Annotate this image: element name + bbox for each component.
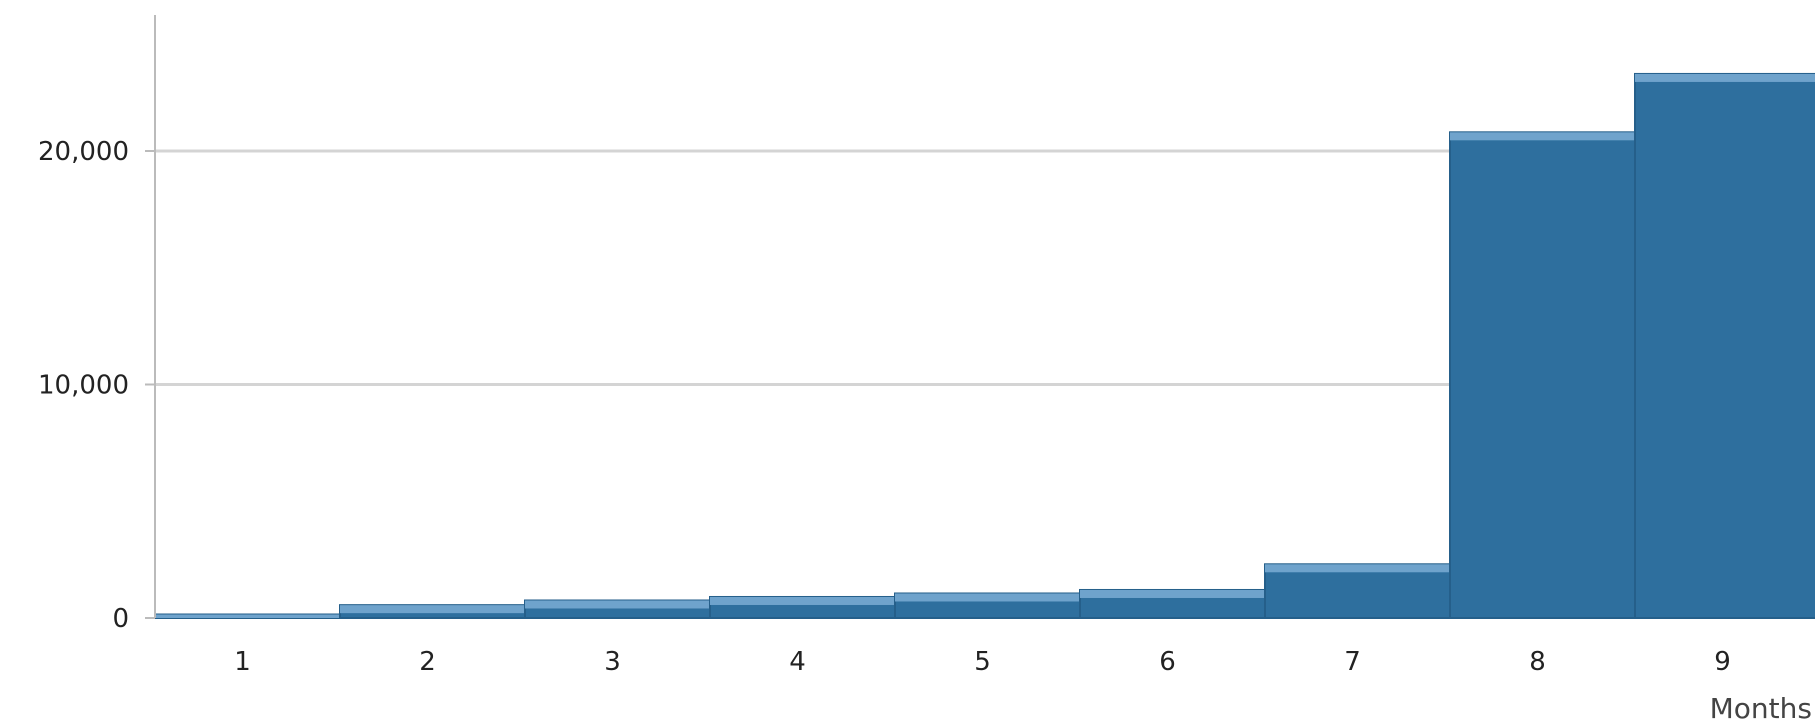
y-tick-label: 10,000 [38, 371, 129, 401]
bar-cap [1080, 589, 1265, 598]
x-tick-label: 3 [604, 647, 621, 677]
bar [709, 595, 896, 619]
x-tick-label: 9 [1714, 647, 1731, 677]
y-tick-label: 20,000 [38, 137, 129, 167]
bar [524, 599, 711, 619]
bar [1264, 563, 1451, 619]
x-tick-label: 4 [789, 647, 806, 677]
x-axis-title: Months [1710, 692, 1812, 725]
bar-cap [340, 605, 525, 614]
bar-body [1264, 563, 1451, 619]
bar-body [1634, 72, 1815, 619]
bar [1079, 588, 1266, 619]
bar-cap [895, 593, 1080, 602]
x-tick-label: 2 [419, 647, 436, 677]
bar [154, 613, 341, 619]
bar-cap [525, 600, 710, 609]
x-tick-label: 8 [1529, 647, 1546, 677]
bar-cap [710, 596, 895, 605]
x-tick-label: 6 [1159, 647, 1176, 677]
bar-cap [155, 614, 340, 618]
x-tick-label: 5 [974, 647, 991, 677]
bar [894, 592, 1081, 619]
x-tick-labels: 1 2 3 4 5 6 7 8 9 [234, 647, 1731, 677]
bar-cap [1635, 73, 1815, 82]
bar [339, 604, 526, 619]
y-tick-labels: 0 10,000 20,000 [38, 137, 155, 634]
bar-body [1449, 131, 1636, 619]
x-tick-label: 1 [234, 647, 251, 677]
bar [1634, 72, 1815, 619]
bar-cap [1265, 564, 1450, 573]
bars-layer [154, 72, 1815, 619]
bar [1449, 131, 1636, 619]
bar-cap [1450, 132, 1635, 141]
y-tick-label: 0 [112, 604, 129, 634]
x-tick-label: 7 [1344, 647, 1361, 677]
